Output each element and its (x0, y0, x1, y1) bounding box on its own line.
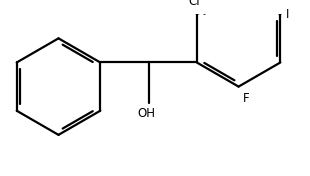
Text: OH: OH (137, 107, 155, 120)
Text: F: F (242, 92, 249, 105)
Text: Cl: Cl (188, 0, 200, 8)
Text: I: I (286, 8, 290, 21)
